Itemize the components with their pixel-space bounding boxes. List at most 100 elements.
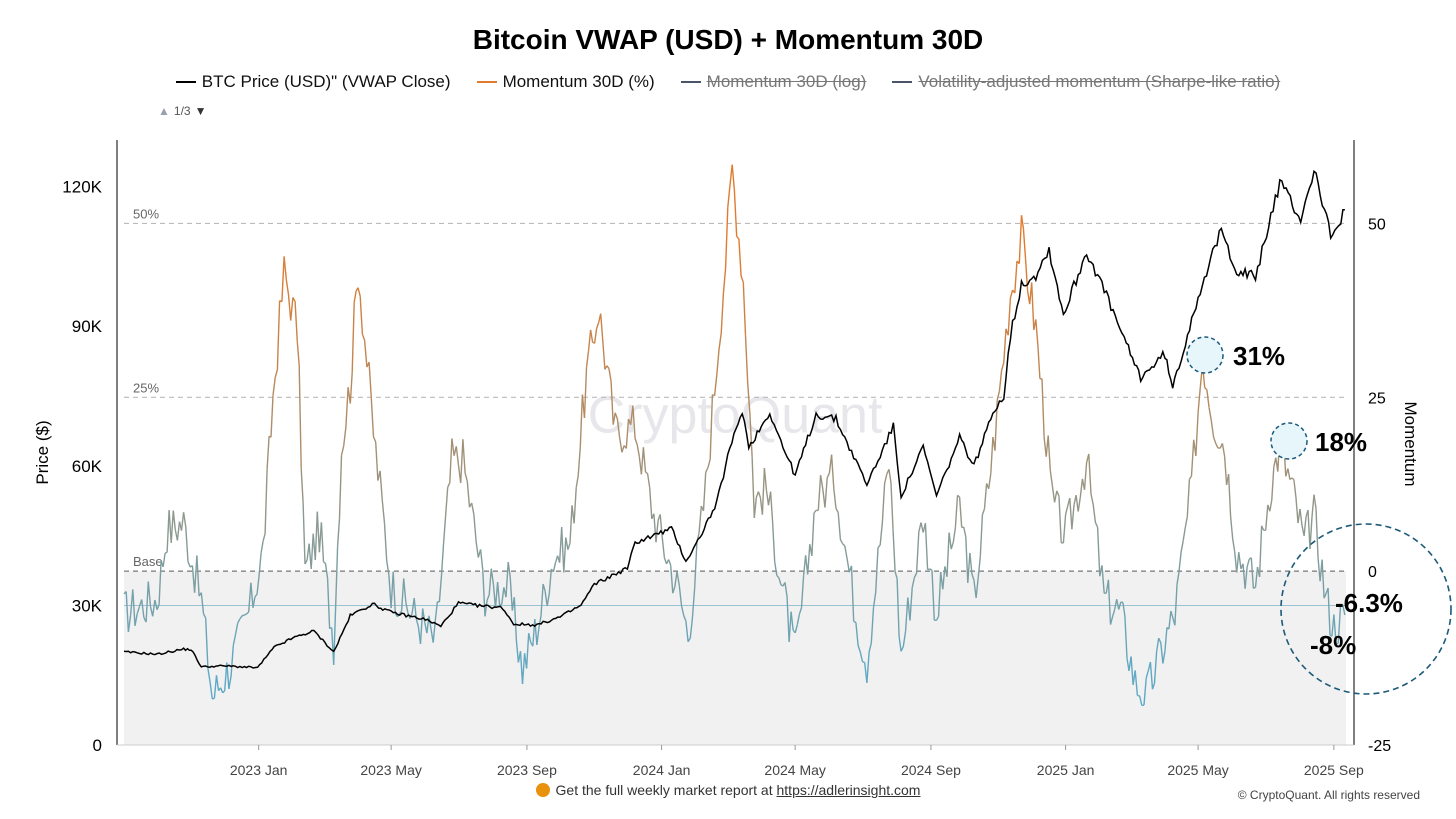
momentum-segment-65: [262, 533, 266, 542]
momentum-segment-483: [1149, 661, 1154, 690]
momentum-segment-501: [1186, 479, 1191, 517]
momentum-segment-116: [368, 362, 372, 399]
momentum-segment-336: [835, 508, 839, 513]
momentum-segment-555: [1299, 508, 1303, 526]
momentum-segment-360: [888, 469, 892, 484]
momentum-segment-364: [896, 578, 900, 637]
momentum-segment-366: [900, 646, 904, 652]
momentum-segment-224: [595, 322, 600, 329]
right-axis-title: Momentum: [1401, 401, 1420, 486]
momentum-segment-348: [862, 661, 865, 664]
momentum-segment-138: [415, 618, 420, 627]
momentum-segment-109: [353, 290, 357, 303]
momentum-segment-284: [724, 207, 729, 269]
momentum-segment-398: [969, 552, 973, 574]
momentum-segment-159: [460, 439, 464, 484]
momentum-segment-374: [918, 522, 922, 533]
momentum-segment-121: [379, 470, 383, 501]
momentum-segment-436: [1049, 470, 1054, 487]
pager-down-icon[interactable]: ▼: [194, 104, 207, 118]
momentum-segment-481: [1145, 670, 1149, 679]
legend-item-btc-price[interactable]: BTC Price (USD)" (VWAP Close): [175, 72, 451, 92]
momentum-segment-236: [621, 445, 625, 453]
momentum-segment-85: [304, 559, 308, 565]
momentum-segment-305: [769, 491, 774, 524]
momentum-segment-399: [971, 573, 975, 581]
momentum-segment-503: [1190, 439, 1195, 477]
momentum-segment-407: [988, 473, 992, 489]
momentum-segment-389: [950, 541, 954, 550]
momentum-segment-264: [680, 605, 685, 616]
legend-swatch-momentum-log: [680, 81, 701, 83]
momentum-segment-88: [310, 533, 314, 569]
momentum-segment-392: [957, 494, 961, 498]
momentum-segment-213: [573, 487, 577, 524]
pager-up-icon[interactable]: ▲: [158, 104, 170, 118]
momentum-segment-84: [302, 502, 306, 565]
momentum-segment-347: [859, 651, 864, 662]
momentum-segment-149: [438, 575, 443, 603]
momentum-segment-421: [1018, 215, 1023, 264]
momentum-segment-157: [455, 446, 460, 466]
legend-item-momentum-log[interactable]: Momentum 30D (log): [680, 72, 866, 92]
annotation-label-8: -8%: [1310, 630, 1356, 660]
x-tick-label-6: 2025 Jan: [1037, 762, 1095, 778]
momentum-segment-49: [228, 675, 232, 690]
left-tick-label-3: 90K: [72, 317, 103, 336]
momentum-segment-576: [1342, 604, 1346, 616]
momentum-segment-535: [1258, 525, 1263, 577]
annotation-label-18: 18%: [1315, 427, 1367, 457]
momentum-segment-339: [842, 543, 846, 547]
momentum-segment-4: [132, 589, 136, 626]
momentum-segment-30: [187, 561, 191, 568]
momentum-segment-270: [694, 542, 698, 588]
momentum-segment-293: [744, 335, 749, 384]
momentum-segment-323: [807, 544, 811, 575]
momentum-segment-318: [796, 614, 801, 625]
momentum-segment-373: [915, 532, 920, 574]
momentum-segment-18: [162, 552, 166, 568]
momentum-segment-388: [948, 532, 952, 550]
momentum-segment-559: [1307, 510, 1311, 549]
momentum-segment-411: [996, 391, 1001, 401]
left-tick-label-0: 0: [93, 736, 102, 755]
momentum-segment-518: [1223, 456, 1228, 486]
legend-pager: ▲ 1/3 ▼: [158, 104, 206, 118]
momentum-segment-281: [718, 333, 722, 350]
momentum-segment-14: [154, 599, 158, 610]
momentum-segment-332: [826, 472, 831, 479]
momentum-segment-33: [193, 555, 198, 593]
legend-item-vol-adjusted[interactable]: Volatility-adjusted momentum (Sharpe-lik…: [892, 72, 1280, 92]
momentum-segment-315: [790, 611, 794, 631]
momentum-segment-165: [473, 514, 477, 542]
legend-label-btc-price: BTC Price (USD)" (VWAP Close): [201, 72, 451, 91]
momentum-segment-64: [260, 541, 264, 554]
momentum-segment-72: [276, 300, 281, 370]
momentum-segment-435: [1047, 435, 1051, 471]
momentum-segment-263: [678, 585, 683, 606]
momentum-segment-338: [839, 539, 844, 545]
momentum-segment-93: [320, 522, 325, 562]
momentum-segment-235: [618, 437, 623, 453]
momentum-segment-464: [1109, 616, 1114, 625]
momentum-segment-513: [1212, 436, 1217, 444]
momentum-segment-230: [608, 368, 612, 382]
momentum-segment-112: [359, 296, 364, 335]
legend-item-momentum[interactable]: Momentum 30D (%): [476, 72, 655, 92]
momentum-segment-272: [698, 505, 702, 533]
momentum-segment-405: [983, 483, 988, 509]
momentum-segment-140: [419, 608, 424, 644]
momentum-segment-354: [875, 547, 879, 593]
momentum-segment-297: [753, 497, 757, 518]
momentum-segment-75: [283, 256, 287, 280]
momentum-segment-22: [170, 510, 174, 543]
momentum-segment-103: [340, 445, 345, 456]
momentum-segment-246: [642, 447, 647, 473]
momentum-segment-118: [372, 436, 377, 443]
momentum-segment-78: [290, 297, 294, 321]
momentum-segment-493: [1170, 610, 1174, 619]
reference-label-2: Base: [133, 554, 163, 569]
momentum-segment-269: [691, 587, 696, 618]
footer-link[interactable]: https://adlerinsight.com: [776, 782, 921, 798]
momentum-segment-458: [1096, 527, 1101, 577]
